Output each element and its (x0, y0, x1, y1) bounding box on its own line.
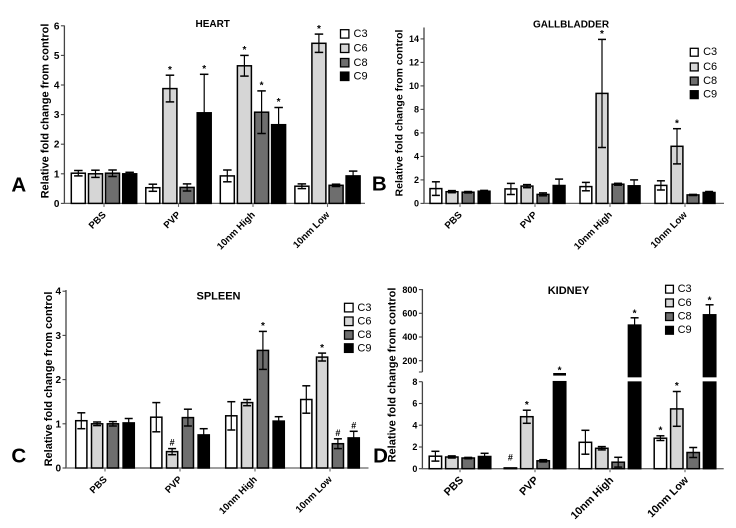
svg-text:C3: C3 (357, 302, 371, 314)
svg-text:C3: C3 (354, 28, 368, 40)
svg-text:#: # (335, 428, 340, 438)
svg-text:C9: C9 (703, 89, 717, 101)
svg-text:1: 1 (55, 419, 61, 430)
svg-text:GALLBLADDER: GALLBLADDER (533, 19, 610, 30)
svg-text:#: # (170, 438, 175, 448)
svg-text:C8: C8 (703, 75, 717, 87)
svg-text:0: 0 (54, 199, 60, 210)
svg-text:2: 2 (54, 140, 60, 151)
svg-text:8: 8 (414, 105, 419, 115)
svg-text:C6: C6 (354, 43, 368, 55)
svg-text:3: 3 (54, 110, 60, 121)
svg-text:C6: C6 (357, 316, 371, 328)
svg-text:*: * (675, 381, 679, 392)
svg-text:0: 0 (414, 199, 419, 209)
svg-text:KIDNEY: KIDNEY (548, 285, 590, 297)
svg-text:0: 0 (55, 464, 61, 475)
svg-text:A: A (11, 173, 26, 196)
svg-text:*: * (600, 29, 604, 40)
svg-text:D: D (373, 445, 388, 468)
svg-text:*: * (558, 365, 562, 376)
svg-text:Relative fold change from cont: Relative fold change from control (394, 29, 406, 196)
svg-text:C6: C6 (703, 61, 717, 73)
svg-text:C9: C9 (357, 342, 371, 354)
svg-text:*: * (242, 45, 246, 56)
svg-text:*: * (675, 118, 679, 129)
svg-text:2: 2 (412, 442, 417, 452)
svg-text:C9: C9 (678, 324, 692, 336)
svg-text:C8: C8 (678, 311, 692, 323)
svg-text:1: 1 (54, 169, 60, 180)
svg-text:400: 400 (402, 332, 417, 342)
svg-text:Relative fold change from cont: Relative fold change from control (40, 24, 52, 199)
svg-text:4: 4 (414, 152, 419, 162)
svg-text:6: 6 (414, 128, 419, 138)
svg-text:4: 4 (412, 420, 417, 430)
svg-text:*: * (168, 65, 172, 76)
svg-text:200: 200 (402, 356, 417, 366)
svg-text:B: B (372, 173, 387, 196)
svg-text:#: # (508, 453, 513, 463)
svg-text:C: C (11, 445, 26, 468)
svg-text:Relative fold change from cont: Relative fold change from control (43, 292, 55, 467)
svg-text:HEART: HEART (195, 19, 229, 30)
svg-text:C3: C3 (678, 283, 692, 295)
svg-text:14: 14 (409, 34, 419, 44)
svg-text:8: 8 (412, 377, 417, 387)
svg-text:10: 10 (409, 81, 419, 91)
svg-text:Relative fold change from cont: Relative fold change from control (387, 288, 399, 463)
svg-text:SPLEEN: SPLEEN (196, 291, 240, 303)
svg-text:C3: C3 (703, 46, 717, 58)
svg-text:4: 4 (54, 81, 60, 92)
svg-text:*: * (317, 24, 321, 35)
svg-text:*: * (261, 321, 265, 332)
svg-text:*: * (658, 426, 662, 437)
svg-text:2: 2 (55, 375, 61, 386)
svg-text:*: * (202, 64, 206, 75)
svg-text:5: 5 (54, 51, 60, 62)
svg-text:*: * (260, 81, 264, 92)
svg-text:600: 600 (402, 309, 417, 319)
svg-text:4: 4 (55, 287, 61, 298)
svg-text:0: 0 (412, 464, 417, 474)
svg-text:#: # (351, 420, 356, 430)
svg-text:800: 800 (402, 285, 417, 295)
svg-text:C8: C8 (357, 329, 371, 341)
svg-text:C6: C6 (678, 297, 692, 309)
svg-text:6: 6 (412, 399, 417, 409)
svg-text:*: * (633, 308, 637, 319)
svg-text:6: 6 (54, 21, 60, 32)
svg-text:*: * (708, 295, 712, 306)
svg-text:*: * (320, 343, 324, 354)
svg-text:3: 3 (55, 331, 61, 342)
svg-text:*: * (525, 400, 529, 411)
svg-text:*: * (277, 97, 281, 108)
svg-text:C8: C8 (354, 57, 368, 69)
svg-text:C9: C9 (354, 71, 368, 83)
svg-text:12: 12 (409, 58, 419, 68)
svg-text:2: 2 (414, 175, 419, 185)
